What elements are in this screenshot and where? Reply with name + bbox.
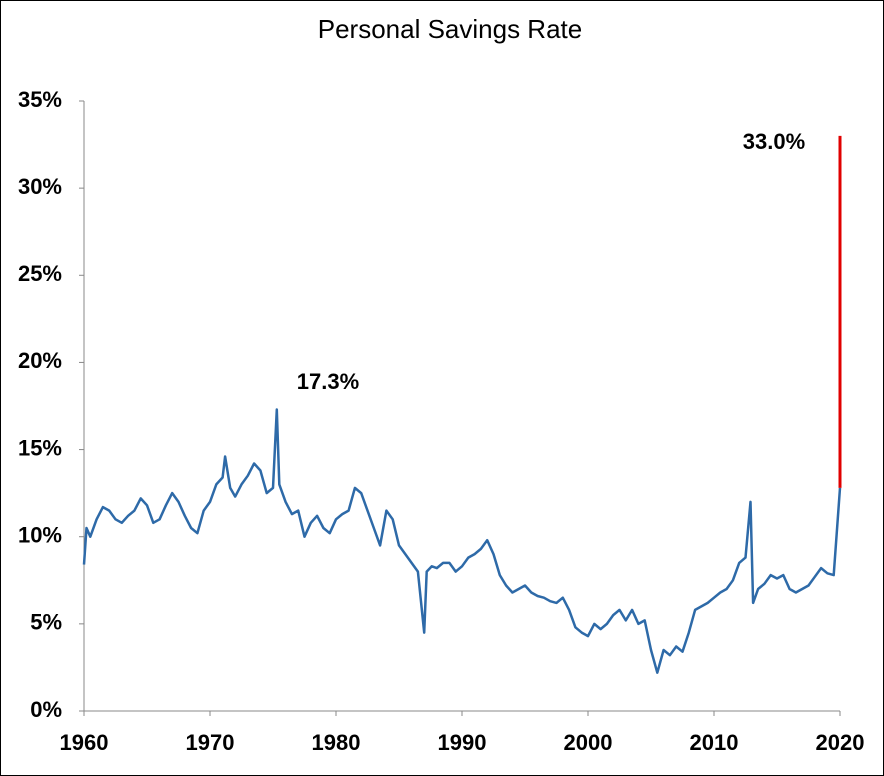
y-tick-label: 15%: [18, 435, 62, 460]
annotation: 17.3%: [297, 369, 359, 394]
chart-title: Personal Savings Rate: [318, 14, 582, 44]
y-tick-label: 5%: [30, 610, 62, 635]
y-tick-label: 25%: [18, 261, 62, 286]
y-tick-label: 10%: [18, 523, 62, 548]
x-tick-label: 1970: [186, 730, 235, 755]
x-tick-label: 2000: [564, 730, 613, 755]
x-tick-label: 1960: [60, 730, 109, 755]
y-tick-label: 35%: [18, 87, 62, 112]
y-tick-label: 30%: [18, 174, 62, 199]
x-tick-label: 1990: [438, 730, 487, 755]
x-tick-label: 1980: [312, 730, 361, 755]
y-tick-label: 20%: [18, 348, 62, 373]
y-tick-label: 0%: [30, 697, 62, 722]
annotation: 33.0%: [743, 129, 805, 154]
x-tick-label: 2020: [816, 730, 865, 755]
line-series: [82, 408, 842, 674]
x-tick-label: 2010: [690, 730, 739, 755]
